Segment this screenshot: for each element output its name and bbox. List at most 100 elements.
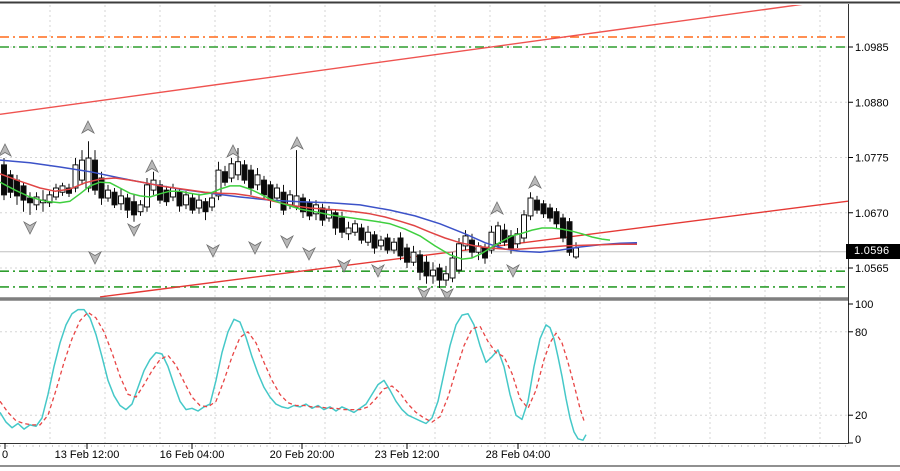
candle-body [430,269,436,277]
candle-body [352,223,358,233]
grid-layer [0,5,848,443]
candle-body [163,189,170,203]
candle-body [332,212,339,229]
candle-body [53,187,59,198]
price-axis-label: 1.0880 [855,97,889,109]
candle-body [157,184,163,201]
fractal-down-arrow-icon [506,263,520,278]
candle-body [534,199,540,211]
ma-mid-red [0,173,637,250]
candle-body [131,201,137,216]
fractal-up-arrow-icon [290,136,304,151]
candle-body [436,267,443,281]
candle-body [339,217,345,233]
trendline-layer [0,5,848,298]
candle-body [300,197,306,213]
fractal-up-arrow-icon [528,175,542,190]
stochastic-d-line [0,311,585,426]
candle-body [215,169,222,197]
candle-body [176,191,183,207]
candle-body [495,225,501,245]
candle-body [384,237,391,251]
fractal-down-arrow-icon [248,240,262,255]
candle-body [1,164,7,196]
candle-body [378,239,384,247]
candle-body [547,207,553,219]
candle-body [410,251,417,263]
oscillator-axis-label: 20 [855,410,867,422]
candle-body [397,237,404,257]
price-axis-label: 1.0565 [855,263,889,275]
time-axis-label: 13 Feb 12:00 [55,449,120,461]
time-axis[interactable]: 0 13 Feb 12:00 16 Feb 04:00 20 Feb 20:00 23 … [0,443,848,461]
candle-body [521,214,527,239]
candle-body [540,203,547,215]
fractal-down-arrow-icon [417,286,431,298]
fractal-down-arrow-icon [23,220,37,235]
candle-body [287,194,293,206]
candle-body [566,221,573,253]
fractal-arrows-layer [0,120,542,298]
candle-body [358,227,365,241]
time-axis-label: 20 Feb 20:00 [270,449,335,461]
channel-upper [0,5,803,116]
oscillator-axis-label: 80 [855,327,867,339]
candle-body [222,171,228,183]
candle-body [209,197,215,208]
candle-body [85,157,92,189]
candles-layer [1,141,579,288]
candle-body [274,187,280,199]
candle-body [501,229,508,243]
fractal-up-arrow-icon [81,120,95,135]
candle-body [449,257,456,279]
candle-body [371,234,378,249]
candle-body [573,247,579,258]
fractal-down-arrow-icon [88,250,102,265]
candle-body [423,261,430,277]
fractal-up-arrow-icon [0,143,12,158]
horizontal-levels-layer [0,36,848,288]
fractal-up-arrow-icon [490,201,504,216]
candle-body [228,163,235,179]
moving-averages-layer [0,159,638,260]
fractal-down-arrow-icon [337,258,351,273]
price-axis-label: 1.0775 [855,153,889,165]
candle-body [202,201,209,213]
oscillator-axis-label: 0 [855,434,861,446]
candle-body [33,196,40,206]
candle-body [137,204,144,213]
current-price-text: 1.0596 [854,245,890,258]
stochastic-k-line [0,308,587,441]
price-axis[interactable]: 1.0985 1.0880 1.0775 1.0670 1.0565 100 80 20 0 [848,42,889,446]
fractal-down-arrow-icon [302,246,316,261]
candle-body [14,179,20,197]
candle-body [488,231,495,251]
price-axis-label: 1.0670 [855,208,889,220]
time-axis-label: 28 Feb 04:00 [486,449,551,461]
time-axis-label: 23 Feb 12:00 [375,449,440,461]
candle-body [59,185,66,193]
fractal-down-arrow-icon [440,287,454,298]
candle-body [7,174,14,193]
candle-body [527,197,534,217]
candle-body [105,189,111,199]
candle-body [72,164,79,189]
candle-body [183,194,189,206]
fractal-up-arrow-icon [145,159,159,174]
candle-body [417,254,423,273]
candle-body [27,197,33,204]
time-axis-label: 16 Feb 04:00 [160,449,225,461]
price-axis-label: 1.0985 [855,42,889,54]
stochastic-layer [0,308,587,441]
candle-body [66,187,72,194]
candle-body [345,227,352,235]
fractal-down-arrow-icon [371,263,385,278]
candle-body [261,179,267,196]
candle-body [553,211,560,225]
fractal-down-arrow-icon [206,243,220,258]
candle-body [98,177,105,199]
ma-fast-green [0,181,611,260]
